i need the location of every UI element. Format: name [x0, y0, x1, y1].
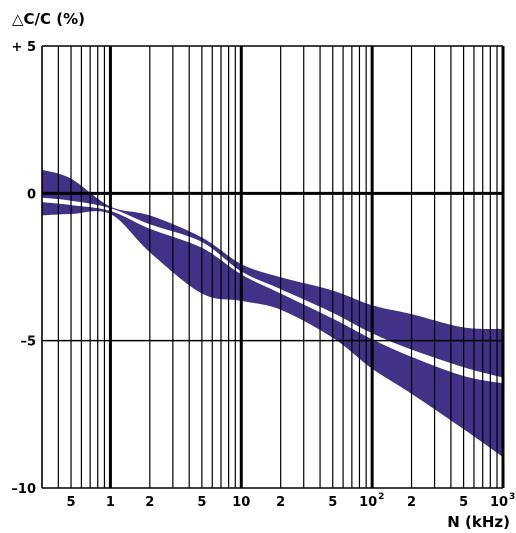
- x-tick-label: 5: [67, 495, 76, 510]
- band-1: [42, 169, 503, 378]
- tolerance-bands: [42, 169, 503, 458]
- x-tick-exponent: 3: [509, 492, 515, 502]
- x-tick-label: 5: [197, 495, 206, 510]
- x-tick-label: 2: [145, 495, 154, 510]
- y-tick-label: + 5: [12, 40, 36, 55]
- grid: [41, 45, 505, 489]
- y-tick-label: –10: [11, 482, 36, 497]
- x-tick-label: 10: [232, 495, 250, 510]
- y-tick-label: 0: [27, 187, 36, 202]
- x-tick-label: 2: [276, 495, 285, 510]
- y-tick-label: –5: [20, 335, 36, 350]
- x-tick-label: 10: [359, 495, 377, 510]
- y-axis-title: △C/C (%): [12, 10, 85, 28]
- x-tick-label: 2: [407, 495, 416, 510]
- x-tick-label: 10: [490, 495, 508, 510]
- x-axis-title: N (kHz): [447, 513, 510, 531]
- x-tick-label: 5: [328, 495, 337, 510]
- x-tick-label: 1: [106, 495, 115, 510]
- tick-labels: + 50–5–105 1 2 5 10 2 5 10 2 2 5 10 3: [11, 40, 515, 510]
- x-tick-exponent: 2: [378, 492, 384, 502]
- x-tick-label: 5: [459, 495, 468, 510]
